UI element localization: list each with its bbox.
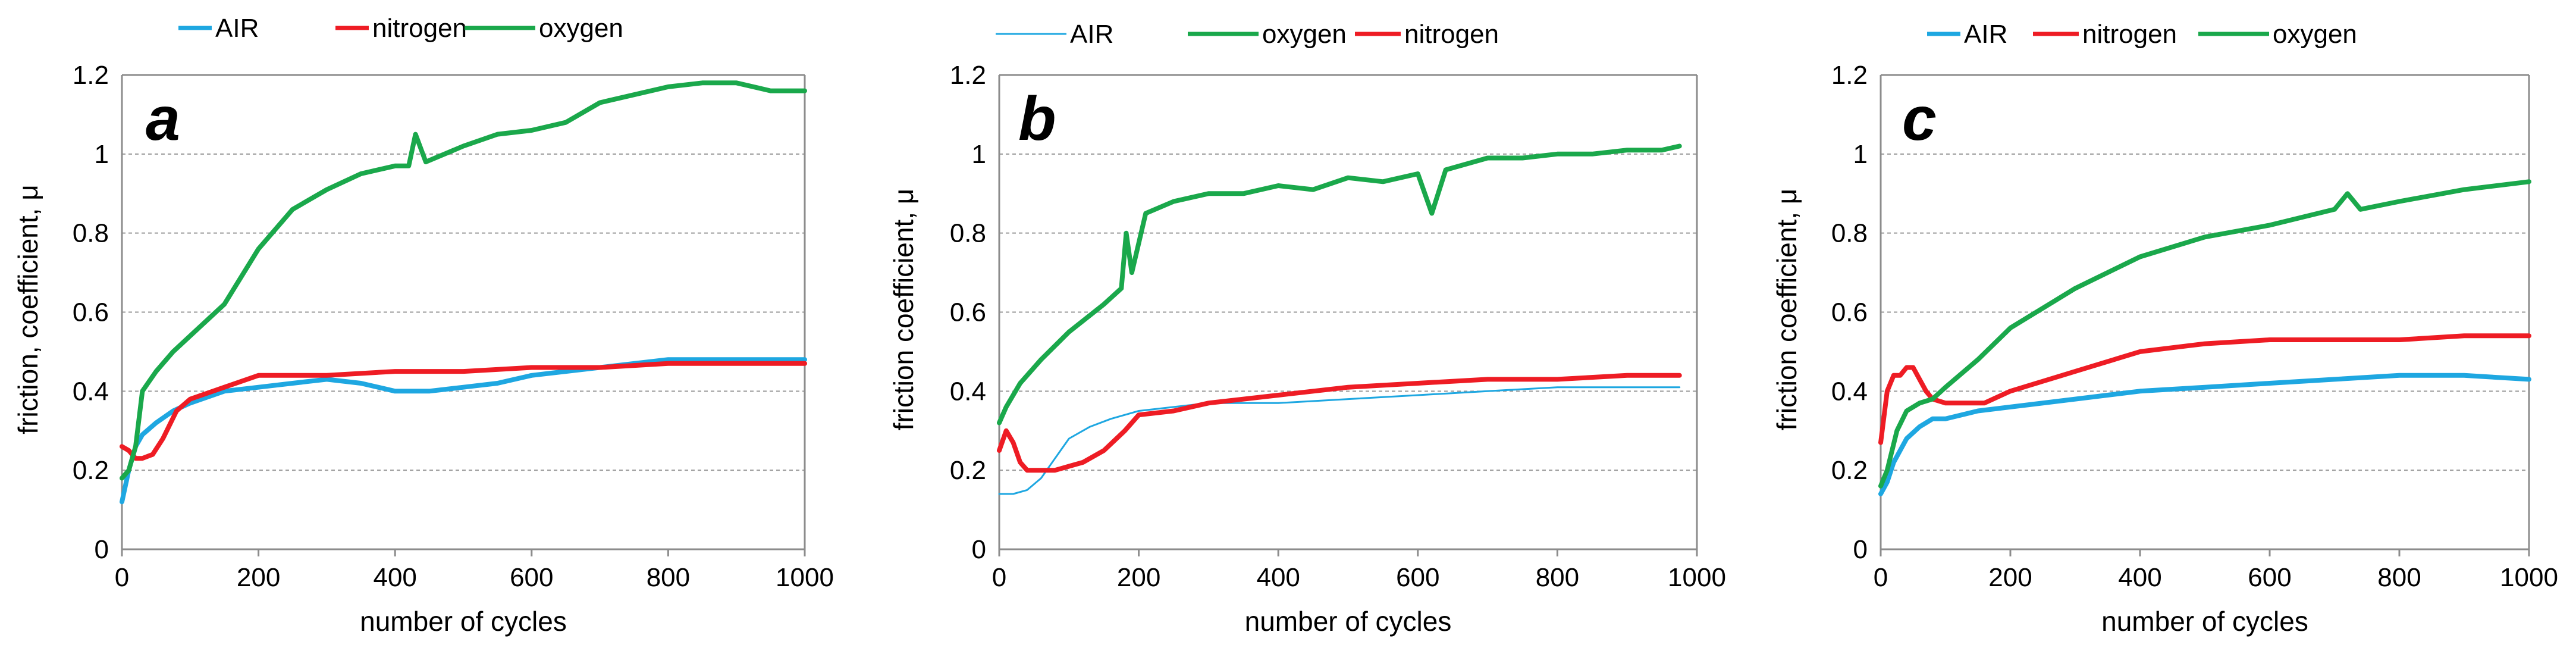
chart-panel-a: 0 0.2 0.4 0.6 0.8 1 1.2 0 200 400 600 800 1000 number… — [12, 14, 834, 637]
x-tick-label: 600 — [2248, 563, 2291, 592]
series-line-air — [1878, 373, 2531, 496]
y-tick-label: 0.8 — [73, 219, 109, 248]
x-tick-label: 600 — [1396, 563, 1439, 592]
y-tick-label: 0 — [1853, 535, 1868, 564]
panel-letter: c — [1902, 85, 1937, 154]
y-tick-label: 0.6 — [950, 298, 986, 327]
legend-label-oxygen: oxygen — [539, 14, 623, 43]
y-tick-label: 0.2 — [73, 456, 109, 485]
y-tick-label: 1 — [972, 140, 986, 169]
y-axis-title: friction, coefficient, μ — [12, 184, 43, 434]
y-tick-label: 0.2 — [950, 456, 986, 485]
y-tick-label: 1.2 — [950, 61, 986, 90]
x-tick-label: 1000 — [776, 563, 834, 592]
x-tick-label: 0 — [992, 563, 1006, 592]
series-line-nitrogen — [120, 361, 807, 461]
y-tick-label: 1 — [95, 140, 109, 169]
series-line-oxygen — [120, 80, 807, 481]
x-axis-title: number of cycles — [1245, 606, 1452, 637]
y-tick-label: 0.8 — [1831, 219, 1868, 248]
x-tick-label: 800 — [2377, 563, 2421, 592]
x-tick-label: 0 — [115, 563, 129, 592]
series-line-oxygen — [997, 143, 1682, 426]
x-tick-label: 200 — [1117, 563, 1160, 592]
legend-label-oxygen: oxygen — [2273, 20, 2357, 49]
legend-label-oxygen: oxygen — [1262, 20, 1347, 49]
chart-panel-b: 0 0.2 0.4 0.6 0.8 1 1.2 0 200 400 600 800 1000 number… — [888, 20, 1726, 637]
y-tick-label: 0 — [95, 535, 109, 564]
x-tick-label: 800 — [647, 563, 690, 592]
x-tick-label: 0 — [1874, 563, 1888, 592]
legend-label-nitrogen: nitrogen — [372, 14, 467, 43]
x-tick-label: 1000 — [1668, 563, 1726, 592]
panel-letter: b — [1018, 85, 1056, 154]
y-tick-label: 0.8 — [950, 219, 986, 248]
x-tick-label: 200 — [237, 563, 280, 592]
x-tick-label: 400 — [1256, 563, 1300, 592]
y-tick-label: 0.6 — [1831, 298, 1868, 327]
y-tick-label: 1.2 — [73, 61, 109, 90]
x-axis-title: number of cycles — [2101, 606, 2308, 637]
legend-label-air: AIR — [1964, 20, 2007, 49]
series-line-air — [120, 357, 807, 505]
series-line-nitrogen — [997, 373, 1682, 473]
y-axis-title: friction coefficient, μ — [888, 189, 919, 431]
series-line-oxygen — [1878, 179, 2531, 489]
y-tick-label: 1.2 — [1831, 61, 1868, 90]
legend-label-nitrogen: nitrogen — [2082, 20, 2177, 49]
y-tick-label: 0.4 — [73, 377, 109, 406]
x-axis-title: number of cycles — [360, 606, 567, 637]
y-tick-label: 1 — [1853, 140, 1868, 169]
y-tick-label: 0.4 — [950, 377, 986, 406]
legend-label-air: AIR — [1070, 20, 1113, 49]
x-tick-label: 400 — [2118, 563, 2161, 592]
x-tick-label: 1000 — [2500, 563, 2558, 592]
x-tick-label: 600 — [510, 563, 553, 592]
y-tick-label: 0 — [972, 535, 986, 564]
series-line-air — [998, 386, 1681, 495]
panel-letter: a — [146, 85, 180, 154]
x-tick-label: 800 — [1536, 563, 1579, 592]
y-tick-label: 0.2 — [1831, 456, 1868, 485]
y-axis-title: friction coefficient, μ — [1771, 189, 1802, 431]
series-line-nitrogen — [1878, 333, 2531, 445]
y-tick-label: 0.6 — [73, 298, 109, 327]
x-tick-label: 200 — [1988, 563, 2032, 592]
x-tick-label: 400 — [373, 563, 416, 592]
chart-panel-c: 0 0.2 0.4 0.6 0.8 1 1.2 0 200 400 600 800 1000 number… — [1771, 20, 2558, 637]
legend-label-nitrogen: nitrogen — [1404, 20, 1499, 49]
legend-label-air: AIR — [215, 14, 259, 43]
y-tick-label: 0.4 — [1831, 377, 1868, 406]
